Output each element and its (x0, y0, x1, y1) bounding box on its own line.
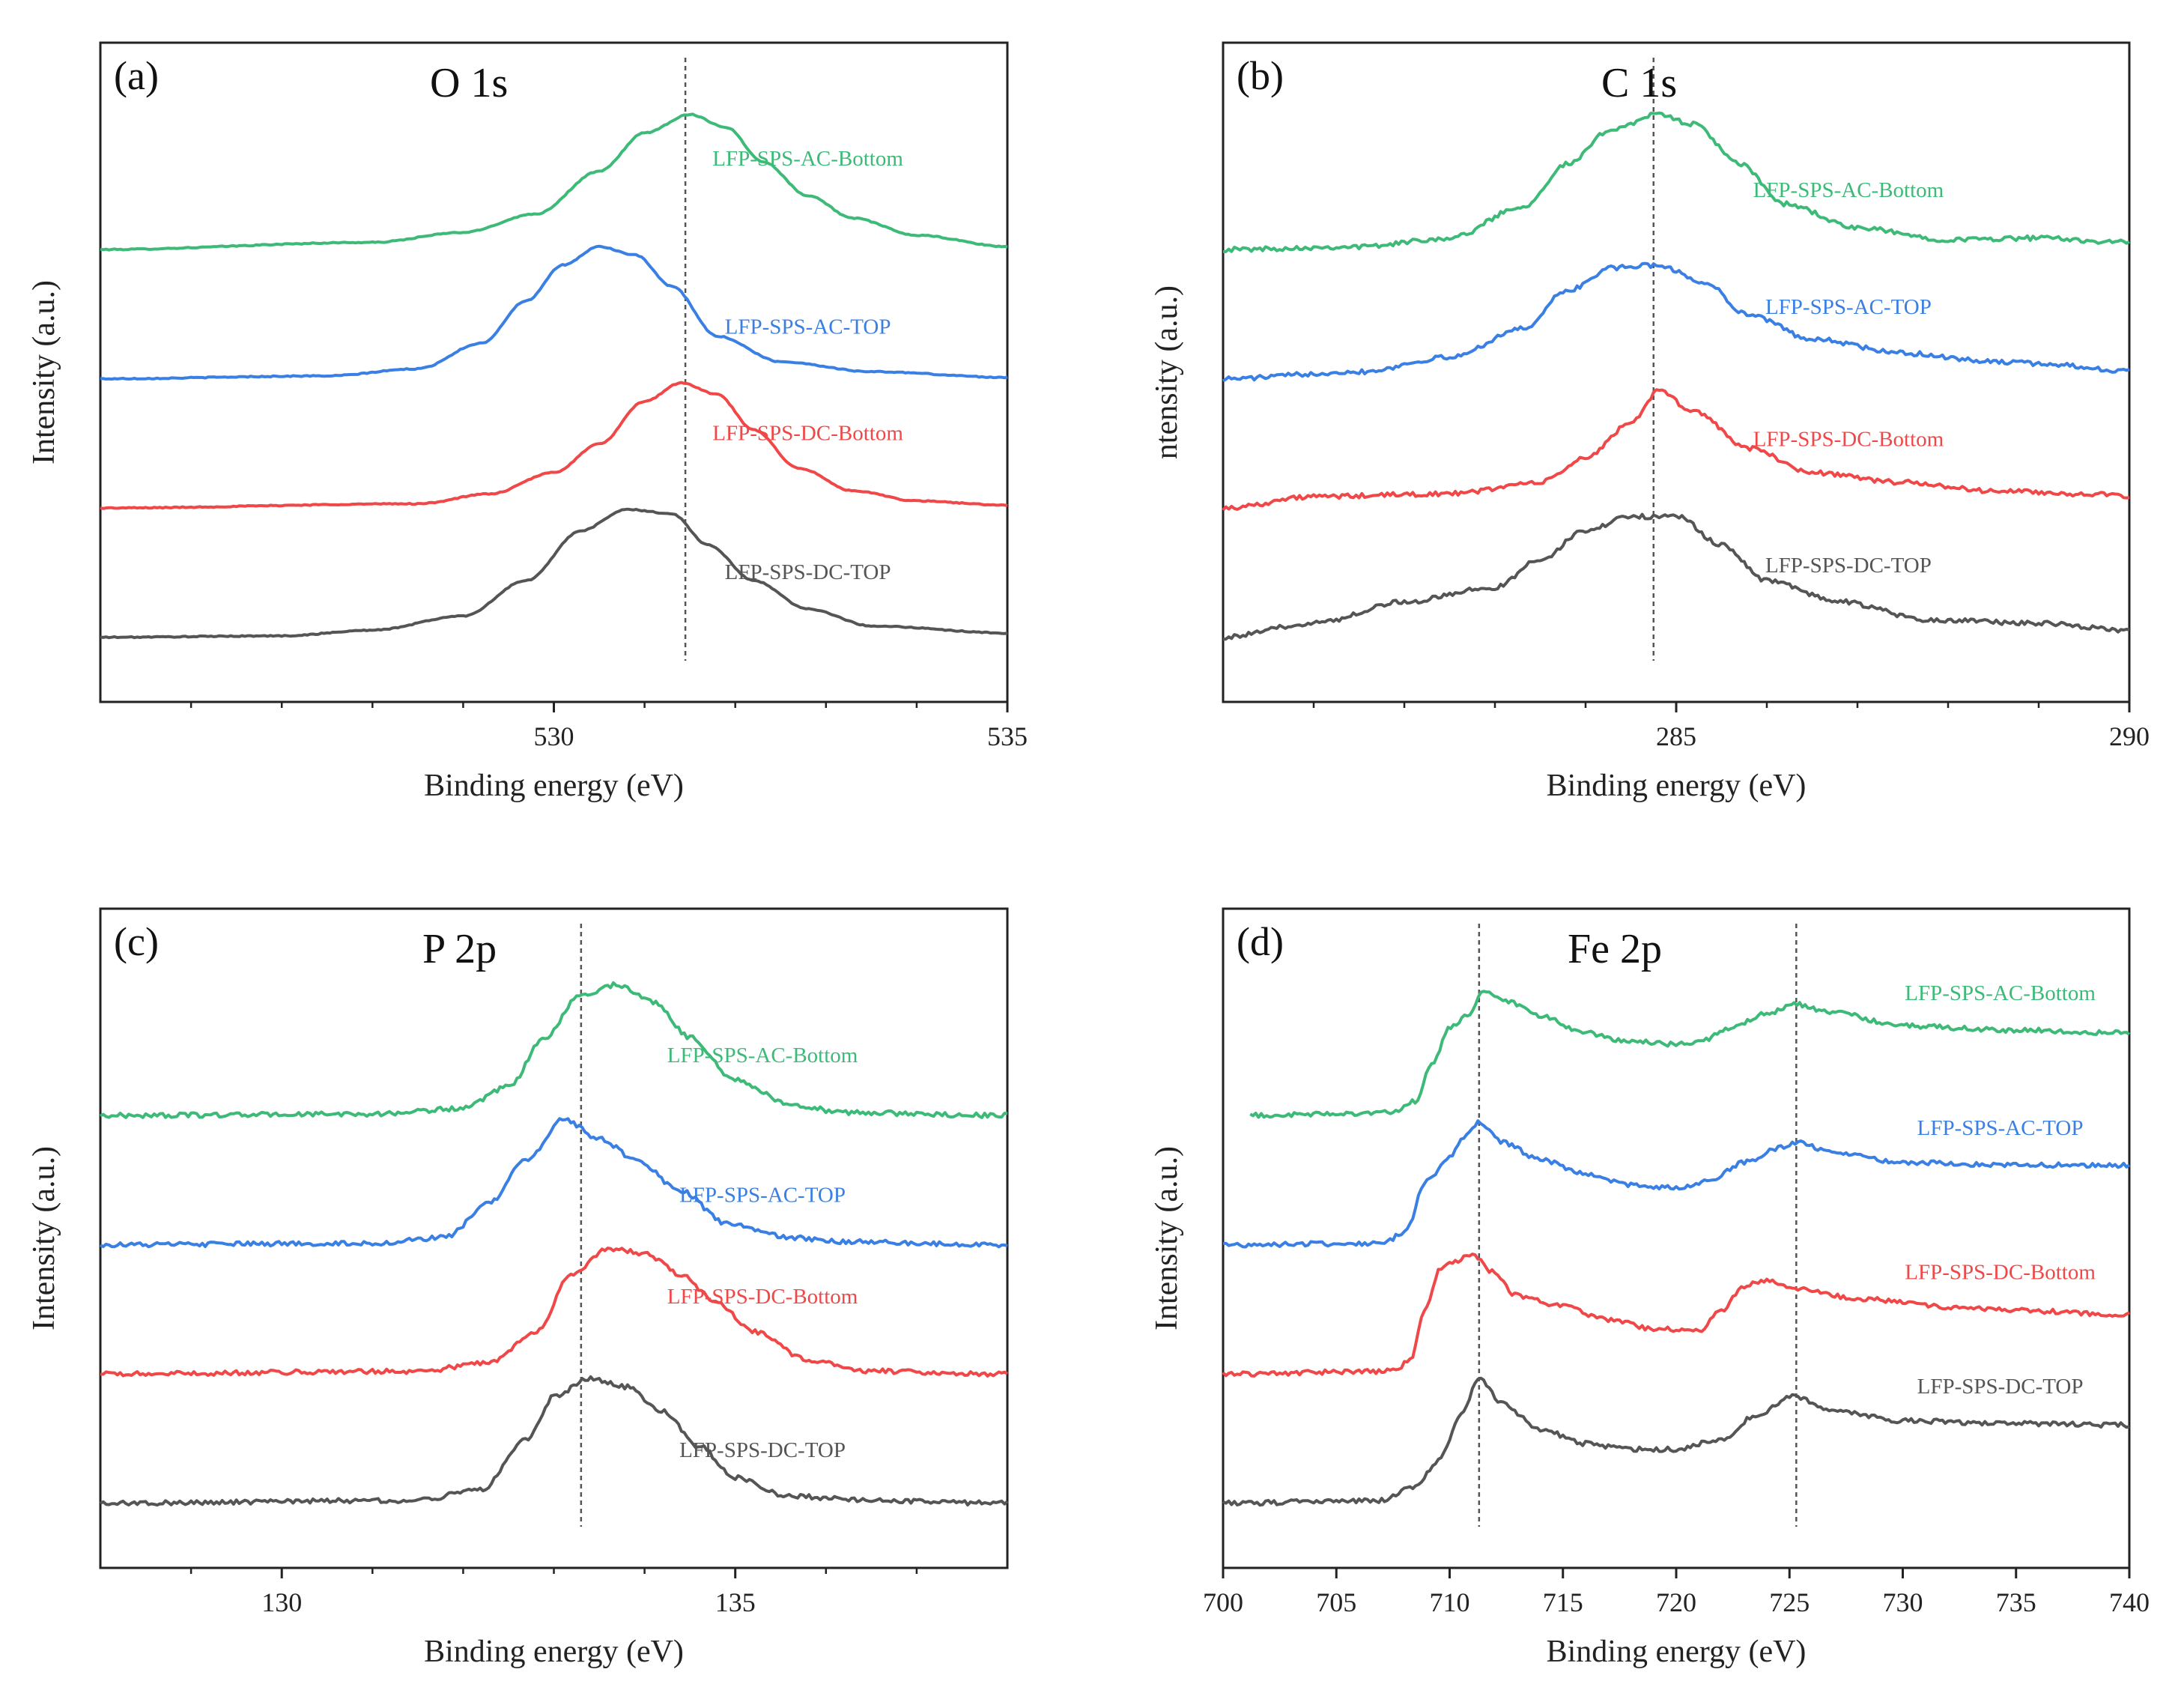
panel-a: 530 535 Binding energy (eV) Intensity (a.u.… (27, 41, 1028, 803)
x-tick-label: 530 (534, 721, 574, 751)
series-line-lfp-sps-dc-bottom (100, 381, 1008, 510)
series-line-lfp-sps-ac-bottom (100, 112, 1008, 252)
series-line-lfp-sps-ac-bottom (1222, 111, 2130, 253)
x-tick-label: 135 (715, 1587, 756, 1617)
x-tick-label: 715 (1543, 1587, 1583, 1617)
series-line-lfp-sps-dc-bottom (100, 1247, 1008, 1378)
x-axis-title: Binding energy (eV) (1547, 1635, 1807, 1669)
series-label-lfp-sps-dc-bottom: LFP-SPS-DC-Bottom (712, 421, 903, 445)
series-line-lfp-sps-ac-top (100, 244, 1008, 381)
x-tick-label: 130 (261, 1587, 302, 1617)
panel-c: 130 135 Binding energy (eV) Intensity (a.u.… (27, 907, 1009, 1669)
series-label-lfp-sps-ac-bottom: LFP-SPS-AC-Bottom (712, 147, 903, 171)
element-title: P 2p (422, 926, 497, 972)
panel-label: (d) (1237, 919, 1284, 964)
series-label-lfp-sps-ac-bottom: LFP-SPS-AC-Bottom (1905, 981, 2096, 1005)
series-label-lfp-sps-dc-top: LFP-SPS-DC-TOP (1917, 1375, 2084, 1399)
panel-d: 700 705 710 715 720 725 730 735 740 Binding energ… (1150, 907, 2150, 1669)
x-tick-label: 290 (2109, 721, 2150, 751)
series-label-lfp-sps-ac-bottom: LFP-SPS-AC-Bottom (1753, 178, 1944, 202)
x-tick-label: 725 (1769, 1587, 1810, 1617)
y-axis-title: ntensity (a.u.) (1150, 285, 1184, 459)
element-title: C 1s (1601, 60, 1677, 106)
series-label-lfp-sps-ac-top: LFP-SPS-AC-TOP (725, 315, 891, 339)
panel-label: (b) (1237, 53, 1284, 98)
series-label-lfp-sps-dc-bottom: LFP-SPS-DC-Bottom (1753, 427, 1944, 451)
series-label-lfp-sps-ac-top: LFP-SPS-AC-TOP (679, 1184, 846, 1208)
series-line-lfp-sps-dc-top (1222, 1376, 2130, 1507)
x-axis-title: Binding energy (eV) (424, 769, 684, 803)
x-tick-label: 710 (1430, 1587, 1470, 1617)
x-tick-label: 735 (1996, 1587, 2036, 1617)
series-label-lfp-sps-ac-top: LFP-SPS-AC-TOP (1917, 1116, 2084, 1140)
x-tick-label: 285 (1656, 721, 1696, 751)
x-tick-label: 740 (2109, 1587, 2150, 1617)
series-label-lfp-sps-dc-top: LFP-SPS-DC-TOP (1765, 554, 1932, 578)
series-line-lfp-sps-ac-top (1223, 1119, 2131, 1249)
plot-frame (1222, 907, 2131, 1569)
series-line-lfp-sps-ac-top (1222, 261, 2130, 383)
panel-b: 285 290 Binding energy (eV) ntensity (a.u.)… (1150, 41, 2150, 803)
x-tick-label: 700 (1203, 1587, 1243, 1617)
element-title: Fe 2p (1568, 926, 1662, 972)
x-axis-title: Binding energy (eV) (1547, 769, 1807, 803)
series-line-lfp-sps-dc-top (1222, 512, 2130, 641)
x-tick-label: 535 (987, 721, 1028, 751)
plot-frame (99, 907, 1009, 1569)
x-tick-label: 705 (1316, 1587, 1356, 1617)
series-label-lfp-sps-ac-bottom: LFP-SPS-AC-Bottom (667, 1044, 858, 1067)
series-label-lfp-sps-dc-top: LFP-SPS-DC-TOP (679, 1438, 846, 1462)
series-line-lfp-sps-ac-top (100, 1117, 1008, 1249)
panel-label: (c) (114, 919, 159, 964)
series-line-lfp-sps-dc-top (100, 507, 1008, 640)
y-axis-title: Intensity (a.u.) (1150, 1146, 1184, 1330)
series-label-lfp-sps-dc-bottom: LFP-SPS-DC-Bottom (667, 1285, 858, 1309)
series-line-lfp-sps-dc-bottom (1222, 388, 2130, 512)
x-tick-label: 730 (1883, 1587, 1923, 1617)
series-line-lfp-sps-dc-bottom (1222, 1253, 2130, 1378)
element-title: O 1s (430, 60, 508, 106)
series-line-lfp-sps-ac-bottom (1249, 990, 2131, 1119)
panel-label: (a) (114, 53, 159, 98)
x-axis-title: Binding energy (eV) (424, 1635, 684, 1669)
y-axis-title: Intensity (a.u.) (27, 1146, 61, 1330)
x-tick-label: 720 (1656, 1587, 1696, 1617)
series-label-lfp-sps-dc-top: LFP-SPS-DC-TOP (725, 560, 891, 584)
series-line-lfp-sps-ac-bottom (100, 981, 1008, 1119)
series-label-lfp-sps-dc-bottom: LFP-SPS-DC-Bottom (1905, 1261, 2096, 1285)
series-line-lfp-sps-dc-top (99, 1375, 1009, 1507)
y-axis-title: Intensity (a.u.) (27, 280, 61, 464)
series-label-lfp-sps-ac-top: LFP-SPS-AC-TOP (1765, 295, 1932, 319)
